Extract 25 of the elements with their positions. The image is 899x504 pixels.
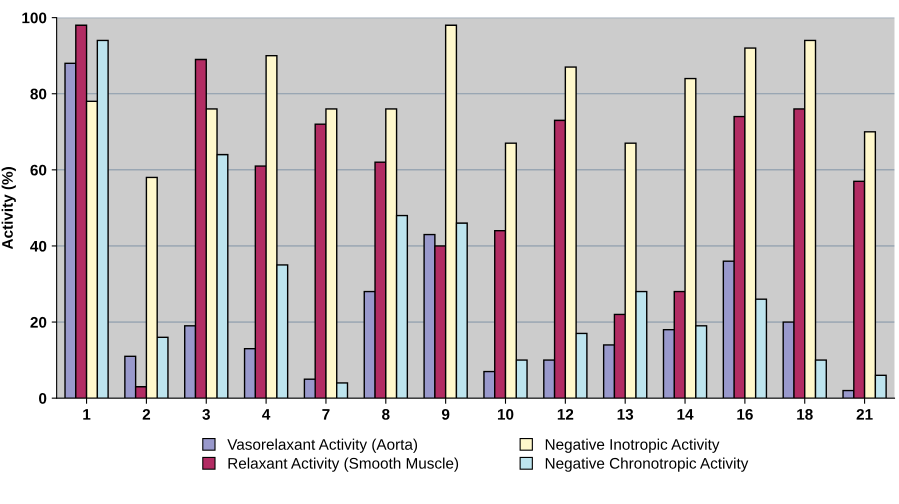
y-tick-label: 60: [30, 164, 46, 176]
x-tick-label: 7: [322, 409, 330, 420]
x-tick-label: 12: [558, 408, 574, 420]
x-tick-label: 21: [856, 408, 873, 420]
x-tick-label: 10: [498, 408, 514, 420]
x-tick-label: 16: [737, 408, 753, 420]
y-tick-label: 0: [39, 393, 46, 404]
x-tick-label: 1: [83, 409, 90, 420]
y-tick-label: 100: [22, 12, 46, 24]
legend-label: Negative Chronotropic Activity: [546, 458, 748, 472]
x-tick-label: 18: [797, 408, 813, 420]
x-tick-label: 14: [678, 409, 694, 420]
x-tick-label: 3: [202, 408, 210, 420]
legend-label: Vasorelaxant Activity (Aorta): [227, 438, 418, 453]
legend-label: Negative Inotropic Activity: [546, 438, 720, 453]
y-tick-label: 80: [30, 88, 46, 100]
legend-label: Relaxant Activity (Smooth Muscle): [228, 458, 458, 472]
x-tick-label: 13: [618, 408, 634, 420]
x-tick-label: 4: [262, 409, 270, 420]
y-axis-title: Activity (%): [2, 167, 16, 250]
x-tick-label: 8: [382, 408, 390, 420]
y-tick-label: 40: [30, 240, 46, 252]
y-tick-label: 20: [30, 316, 46, 328]
x-tick-label: 9: [442, 408, 450, 420]
x-tick-label: 2: [142, 408, 150, 420]
